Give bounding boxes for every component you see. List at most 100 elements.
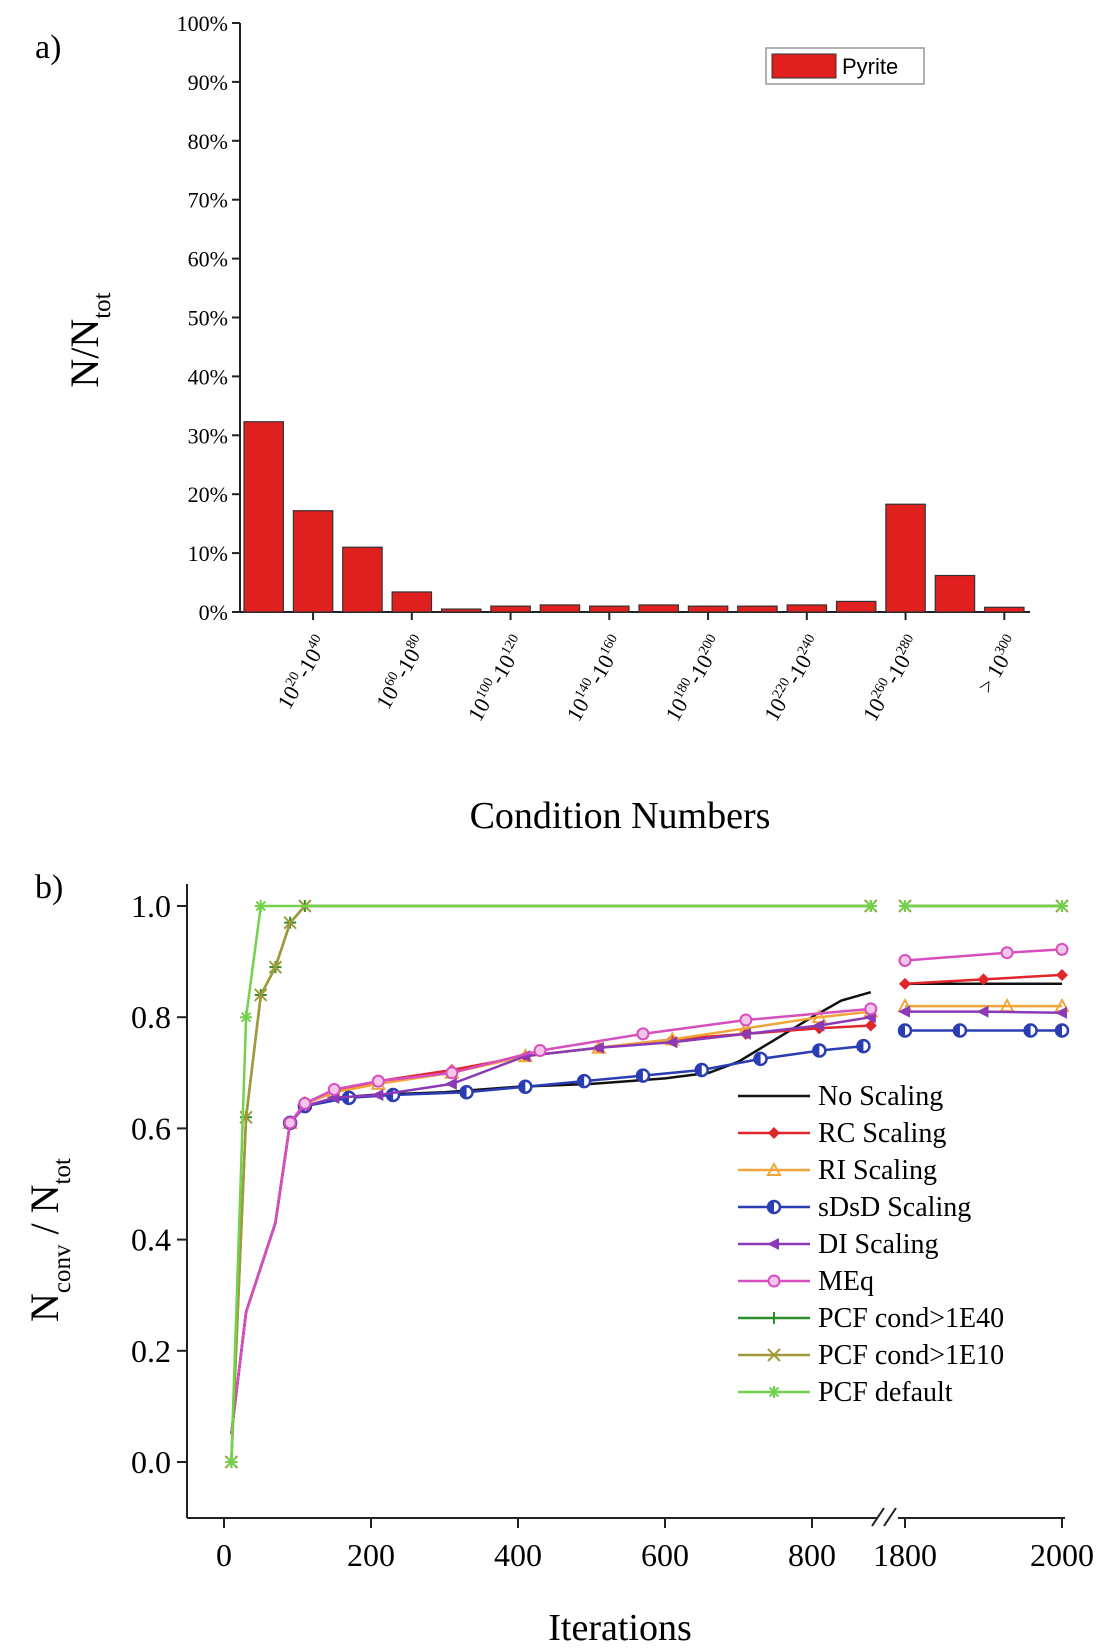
legend-label: No Scaling: [818, 1081, 943, 1112]
panel-b-series: [224, 899, 1070, 1469]
series-line: [230, 1015, 871, 1435]
legend-entry: RC Scaling: [738, 1118, 946, 1149]
legend-label: PCF default: [818, 1377, 953, 1408]
panel-a-legend: Pyrite: [765, 47, 925, 85]
panel-a-x-tick-label: 10140-10160: [561, 632, 629, 725]
legend-label: PCF cond>1E40: [818, 1303, 1004, 1334]
series-marker: [976, 1005, 989, 1018]
series-marker: [1000, 946, 1014, 960]
tick-base: 10: [272, 682, 305, 714]
series-marker: [283, 1116, 297, 1130]
panel-a-x-tick-label: 10260-10280: [858, 632, 926, 725]
panel-a-y-axis-label: N/Ntot: [62, 292, 116, 387]
panel-b-y-tick-label: 0.8: [131, 999, 171, 1035]
series-pcf-default: [225, 900, 1068, 1468]
series-marker: [767, 1348, 781, 1362]
bar-pyrite: [786, 604, 828, 613]
series-marker: [1024, 1024, 1031, 1037]
bar-pyrite: [440, 608, 482, 613]
series-marker: [1056, 968, 1068, 981]
legend-entry: RI Scaling: [738, 1155, 937, 1186]
series-line: [230, 904, 871, 1463]
panel-b-x-tick-label: 800: [788, 1537, 836, 1573]
panel-b-label: b): [35, 869, 63, 906]
panel-b-ylabel-sub1: conv: [49, 1244, 76, 1293]
bar-pyrite: [342, 546, 383, 613]
bar-pyrite: [638, 604, 679, 613]
series-marker: [864, 1002, 878, 1016]
series-marker: [767, 1238, 779, 1250]
panel-b-line-chart: b) 0.0 0.2 0.4 0.6 0.8 1.0 0 200 400 600 800 1800 20…: [22, 869, 1094, 1649]
legend-entry: DI Scaling: [738, 1229, 939, 1260]
series-marker: [1055, 1006, 1067, 1019]
tick-base: 10: [561, 694, 594, 726]
panel-a-x-tick-labels: 1020-10401060-108010100-1012010140-10160…: [272, 612, 1025, 725]
series-marker: [1056, 900, 1068, 912]
series-marker: [578, 1075, 585, 1088]
series-marker: [519, 1080, 526, 1093]
panel-b-x-tick-label: 600: [641, 1537, 689, 1573]
panel-a-y-tick-label: 0%: [199, 600, 228, 625]
legend-label: sDsD Scaling: [818, 1192, 971, 1223]
series-marker: [898, 953, 912, 967]
series-marker: [268, 960, 283, 974]
bar-pyrite: [835, 600, 877, 613]
bar-pyrite: [490, 605, 531, 613]
axis-break-mark: [871, 1507, 897, 1527]
tick-base: 10: [660, 694, 693, 726]
series-meq: [230, 942, 1069, 1435]
bar-pyrite: [539, 604, 581, 613]
series-marker: [977, 973, 990, 986]
series-marker: [768, 1127, 780, 1139]
series-marker: [444, 1077, 457, 1090]
bar-pyrite: [737, 605, 778, 613]
series-marker: [460, 1086, 467, 1099]
legend-label-pyrite: Pyrite: [842, 54, 898, 79]
series-marker: [1055, 942, 1069, 956]
bar-pyrite: [687, 605, 729, 613]
panel-b-y-tick-label: 0.2: [131, 1333, 171, 1369]
panel-a-y-tick-label: 30%: [188, 423, 228, 448]
series-marker: [254, 900, 267, 912]
series-marker: [953, 1024, 960, 1037]
panel-b-ylabel-main: N: [22, 1293, 67, 1322]
series-marker: [371, 1074, 385, 1088]
panel-a-x-tick-label: 10180-10200: [660, 632, 728, 725]
bar-pyrite: [292, 510, 334, 613]
panel-a-bar-chart: a) 0%10%20%30%40%50%60%70%80%90%100% 102…: [35, 11, 1030, 837]
panel-a-x-tick-label: 10100-10120: [463, 632, 531, 725]
series-marker: [857, 1040, 864, 1053]
series-marker: [754, 1052, 761, 1065]
series-marker: [813, 1044, 820, 1057]
legend-label: RI Scaling: [818, 1155, 937, 1186]
panel-a-y-tick-label: 60%: [188, 247, 228, 272]
series-marker: [665, 1036, 678, 1049]
bar-pyrite: [885, 503, 926, 613]
series-marker: [591, 1041, 604, 1054]
tick-base: 10: [858, 694, 891, 726]
panel-a-y-tick-label: 20%: [188, 482, 228, 507]
panel-a-x-axis-label: Condition Numbers: [470, 795, 771, 837]
series-marker: [864, 1019, 877, 1032]
panel-b-x-tick-label: 200: [347, 1537, 395, 1573]
panel-b-y-tick-label: 0.0: [131, 1444, 171, 1480]
series-line: [904, 948, 1063, 962]
panel-a-x-tick-label: > 10300: [973, 632, 1025, 697]
series-marker: [739, 1013, 753, 1027]
series-line: [230, 904, 871, 1463]
series-marker: [240, 1011, 253, 1024]
tick-base: 10: [463, 694, 496, 726]
tick-exp: 80: [403, 632, 423, 652]
panel-a-y-tick-label: 40%: [188, 364, 228, 389]
series-marker: [738, 1027, 751, 1040]
series-line: [230, 1010, 871, 1435]
bar-pyrite: [589, 605, 630, 613]
panel-a-x-tick-label: 10220-10240: [759, 632, 827, 725]
panel-b-y-tick-label: 1.0: [131, 888, 171, 924]
bar-pyrite: [243, 421, 284, 613]
series-marker: [812, 1019, 825, 1032]
bar-pyrite: [391, 591, 433, 613]
panel-b-axes: 0.0 0.2 0.4 0.6 0.8 1.0 0 200 400 600 800 1800 2000: [131, 884, 1094, 1573]
series-marker: [899, 1024, 905, 1037]
